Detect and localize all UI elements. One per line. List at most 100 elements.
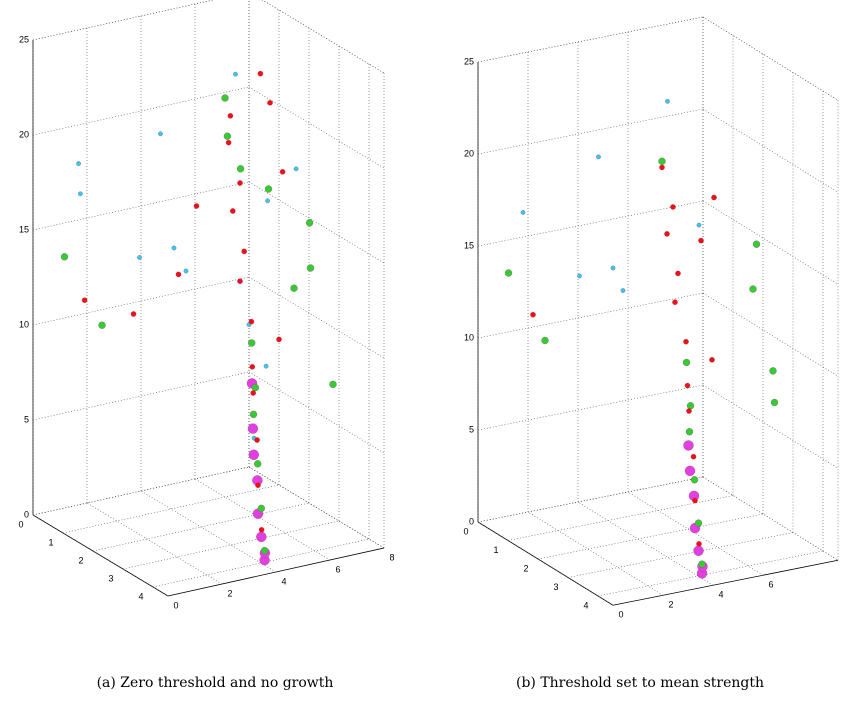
point <box>237 180 243 186</box>
point <box>225 139 232 146</box>
y-tick-label: 2 <box>227 588 232 598</box>
point <box>248 339 256 347</box>
point <box>541 336 549 345</box>
point <box>98 321 106 329</box>
point <box>257 70 264 77</box>
point <box>684 382 691 389</box>
point <box>290 284 298 292</box>
point <box>260 546 269 555</box>
grid-line <box>537 513 764 560</box>
point <box>276 336 282 343</box>
point <box>683 338 689 345</box>
point <box>711 194 717 201</box>
point <box>698 237 704 244</box>
point <box>221 94 229 102</box>
box-edge <box>261 0 385 74</box>
point <box>130 311 137 317</box>
point <box>329 380 337 389</box>
point <box>698 560 706 568</box>
point <box>279 169 286 175</box>
grid-line <box>92 502 310 552</box>
point <box>137 255 142 260</box>
point <box>81 297 88 303</box>
point <box>264 185 273 193</box>
y-tick-label: 4 <box>281 576 286 586</box>
grid-line <box>248 276 385 359</box>
point <box>686 402 695 410</box>
x-tick-label: 4 <box>583 600 588 610</box>
y-axis <box>612 559 839 606</box>
point <box>672 299 678 305</box>
z-tick-label: 5 <box>469 424 474 434</box>
z-tick-label: 0 <box>24 509 29 519</box>
point <box>305 219 314 227</box>
grid-line <box>32 181 250 231</box>
point <box>694 519 703 527</box>
x-tick-label: 3 <box>108 573 113 583</box>
point <box>257 504 265 513</box>
point <box>247 423 259 434</box>
z-tick-label: 10 <box>464 332 474 342</box>
grid-line <box>248 466 385 549</box>
point <box>670 204 676 210</box>
grid-line <box>32 86 250 136</box>
grid-line <box>702 16 839 101</box>
x-tick-label: 1 <box>493 545 498 555</box>
box-edge <box>702 476 839 561</box>
point <box>749 285 757 293</box>
point <box>692 497 698 504</box>
grid-line <box>477 476 704 523</box>
grid-line <box>194 478 331 561</box>
point <box>256 531 267 543</box>
grid-line <box>32 371 250 421</box>
grid-line <box>152 538 370 588</box>
point <box>258 527 265 533</box>
point <box>248 449 259 460</box>
point <box>685 428 694 436</box>
point <box>237 278 243 284</box>
point <box>686 408 692 414</box>
point <box>78 191 83 197</box>
grid-line <box>477 292 704 339</box>
point <box>248 318 255 325</box>
z-tick-label: 20 <box>464 148 474 158</box>
point <box>709 357 715 363</box>
x-tick-label: 2 <box>523 563 528 573</box>
point <box>696 222 702 228</box>
point <box>770 398 779 407</box>
point <box>306 264 315 272</box>
grid-line <box>477 200 704 247</box>
point <box>230 208 236 214</box>
point <box>233 71 238 77</box>
y-tick-label: 6 <box>335 564 340 574</box>
grid-line <box>477 384 704 431</box>
point <box>254 437 260 443</box>
point <box>682 358 691 367</box>
caption: (b) Threshold set to mean strength <box>516 675 764 691</box>
x-tick-label: 2 <box>78 555 83 565</box>
point <box>267 100 273 106</box>
point <box>620 288 626 293</box>
point <box>193 203 200 209</box>
grid-line <box>32 466 250 516</box>
grid-line <box>597 550 824 597</box>
y-tick-label: 0 <box>618 610 623 620</box>
point <box>263 363 269 369</box>
grid-line <box>248 371 385 454</box>
grid-line <box>527 511 664 596</box>
point <box>596 154 601 160</box>
point <box>249 410 258 419</box>
grid-line <box>32 276 250 326</box>
grid-line <box>702 108 839 193</box>
y-tick-label: 6 <box>768 580 773 590</box>
z-tick-label: 15 <box>19 224 29 234</box>
y-tick-label: 2 <box>668 600 673 610</box>
point <box>693 545 704 556</box>
point <box>696 541 702 547</box>
grid-line <box>702 200 839 285</box>
grid-line <box>261 0 385 74</box>
point <box>254 460 262 468</box>
z-tick-label: 5 <box>24 414 29 424</box>
y-tick-label: 0 <box>173 600 178 610</box>
point <box>577 273 582 279</box>
